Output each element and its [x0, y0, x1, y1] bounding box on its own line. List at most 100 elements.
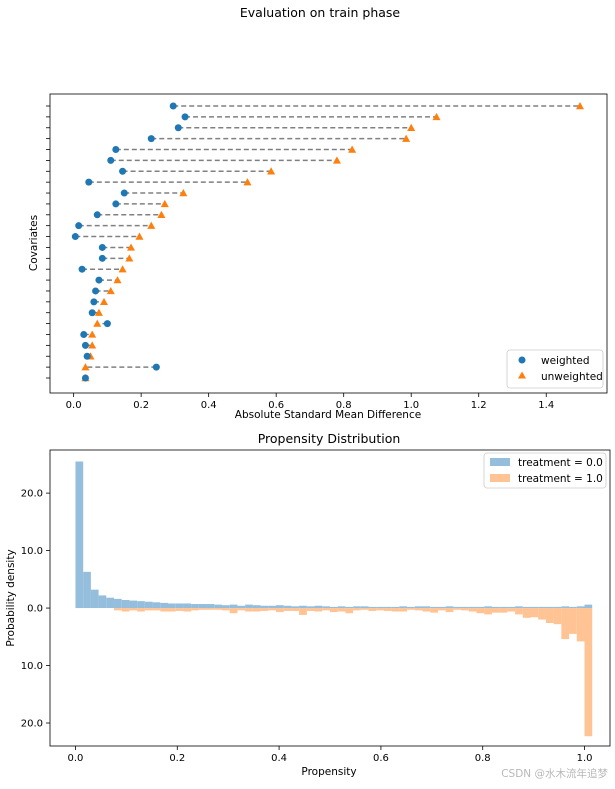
treatment1-bar — [114, 608, 122, 611]
weighted-point — [112, 200, 120, 208]
treatment1-bar — [144, 608, 153, 611]
treatment1-bar — [353, 608, 361, 611]
treatment0-bar — [260, 605, 269, 609]
treatment1-bar — [530, 608, 539, 618]
propensity-x-tick-label: 0.2 — [169, 753, 185, 764]
treatment1-bar — [430, 608, 438, 613]
covariate-y-ticks — [46, 105, 50, 379]
treatment0-bar — [191, 604, 199, 609]
covariate-x-tick-label: 0.0 — [66, 400, 82, 411]
propensity-x-tick-label: 0.0 — [68, 753, 84, 764]
covariate-plot-frame — [49, 93, 608, 394]
treatment0-bar — [515, 606, 523, 609]
unweighted-point — [243, 178, 252, 186]
treatment0-bar — [237, 605, 246, 609]
unweighted-point — [432, 112, 441, 121]
treatment0-bar — [137, 601, 145, 609]
unweighted-point — [125, 254, 134, 262]
propensity-x-tick-label: 0.4 — [271, 753, 287, 764]
unweighted-point — [407, 123, 416, 131]
treatment0-bar — [545, 606, 554, 609]
propensity-y-tick-label: 20.0 — [21, 719, 43, 730]
treatment1-bar — [229, 608, 238, 614]
treatment0-bar — [383, 606, 392, 609]
covariate-x-tick-label: 0.2 — [133, 400, 149, 411]
treatment0-bar — [245, 604, 253, 609]
unweighted-point — [113, 276, 122, 284]
treatment1-bar — [445, 608, 454, 613]
covariate-x-tick-label: 1.2 — [471, 400, 487, 411]
weighted-point — [181, 113, 189, 121]
propensity-y-tick-label: 10.0 — [21, 546, 43, 557]
treatment1-bar — [376, 608, 384, 611]
treatment1-bar — [476, 608, 485, 614]
propensity-y-ticks: 20.0 10.0 0.0 10.0 20.0 — [21, 489, 50, 730]
unweighted-point — [93, 319, 102, 327]
treatment0-bar — [283, 605, 292, 609]
treatment1-bar — [360, 608, 369, 610]
treatment1-bar — [584, 608, 593, 737]
unweighted-point — [179, 189, 188, 197]
treatment0-bar — [83, 571, 91, 609]
propensity-x-tick-label: 1.0 — [577, 753, 593, 764]
treatment1-bar — [306, 608, 315, 611]
treatment0-bar — [229, 604, 238, 609]
propensity-legend: treatment = 0.0 treatment = 1.0 — [483, 452, 607, 489]
treatment1-bar — [414, 608, 423, 611]
weighted-point — [75, 222, 83, 230]
covariate-x-tick-label: 0.6 — [268, 400, 284, 411]
treatment0-bar — [507, 606, 516, 609]
treatment0-bar — [576, 606, 585, 609]
treatment0-bar — [484, 606, 492, 609]
treatment0-bar — [275, 605, 284, 609]
treatment1-bar — [545, 608, 554, 624]
treatment0-bar — [476, 606, 485, 609]
treatment0-bar — [437, 606, 446, 609]
treatment0-bar — [491, 606, 500, 609]
weighted-point — [95, 276, 103, 284]
covariate-legend: weighted unweighted — [506, 349, 604, 389]
treatment0-bar — [353, 606, 361, 609]
covariate-balance-chart: 0.0 0.2 0.4 0.6 0.8 1.0 1.2 1.4 Absolute Standa… — [28, 93, 608, 421]
unweighted-point — [88, 330, 97, 338]
weighted-point — [112, 146, 120, 154]
treatment0-bar — [399, 606, 408, 609]
treatment0-bar — [144, 601, 153, 609]
legend-weighted-marker — [518, 356, 526, 364]
propensity-y-axis-label: Probability density — [5, 549, 17, 646]
legend-treatment1-label: treatment = 1.0 — [518, 473, 603, 485]
treatment0-bar — [561, 606, 570, 609]
treatment1-bar — [345, 608, 354, 614]
treatment1-bar — [422, 608, 431, 612]
treatment1-bar — [168, 608, 176, 612]
treatment0-bar — [407, 606, 415, 609]
covariate-x-axis-label: Absolute Standard Mean Difference — [235, 409, 421, 421]
treatment1-bar — [260, 608, 269, 611]
treatment0-bar — [206, 604, 215, 609]
treatment1-bar — [383, 608, 392, 611]
treatment1-bar — [507, 608, 516, 612]
treatment0-bar — [291, 606, 300, 609]
weighted-point — [152, 363, 160, 371]
treatment0-bar — [198, 604, 207, 609]
covariate-x-tick-label: 1.4 — [538, 400, 554, 411]
covariate-y-axis-label: Covariates — [28, 215, 40, 271]
weighted-point — [98, 254, 106, 262]
treatment1-bar — [268, 608, 276, 611]
treatment0-bar — [538, 606, 546, 609]
treatment0-bar — [453, 606, 462, 609]
propensity-distribution-chart: Propensity Distribution 0.0 0.2 0.4 0.6 0.8 1… — [5, 431, 611, 778]
treatment0-bar — [175, 603, 184, 609]
treatment1-bar — [191, 608, 199, 611]
treatment0-bar — [569, 606, 577, 609]
weighted-point — [90, 298, 98, 306]
treatment1-bar — [175, 608, 184, 611]
unweighted-point — [160, 199, 169, 208]
treatment1-bar — [245, 608, 253, 612]
weighted-point — [78, 265, 86, 273]
treatment0-bar — [329, 606, 338, 609]
treatment0-bar — [168, 603, 176, 609]
watermark-text: CSDN @水木流年追梦 — [501, 767, 608, 780]
treatment0-bar — [584, 604, 593, 609]
